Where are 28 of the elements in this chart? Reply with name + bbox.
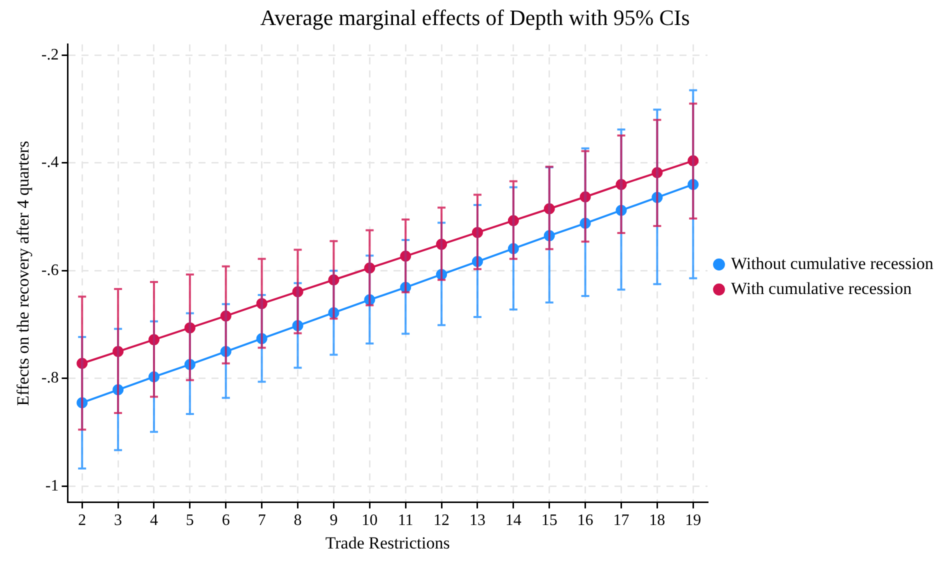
legend-label: Without cumulative recession <box>731 254 934 273</box>
x-tick-label: 5 <box>186 512 194 530</box>
x-tick-label: 2 <box>78 512 86 530</box>
y-tick-label: -.8 <box>41 370 59 387</box>
y-tick-label: -.6 <box>41 262 59 279</box>
x-tick-label: 15 <box>541 512 558 530</box>
x-tick-label: 18 <box>649 512 666 530</box>
legend-label: With cumulative recession <box>731 278 912 298</box>
x-tick-label: 6 <box>222 512 230 530</box>
x-tick-label: 11 <box>398 512 414 530</box>
x-tick-label: 4 <box>150 512 158 530</box>
x-tick-label: 10 <box>362 512 378 530</box>
x-tick-label: 14 <box>505 512 522 530</box>
y-tick-label: -1 <box>45 477 59 494</box>
x-tick-label: 13 <box>469 512 486 530</box>
y-axis-title: Effects on the recovery after 4 quarters <box>14 140 33 406</box>
x-tick-label: 8 <box>294 512 302 530</box>
x-tick-label: 12 <box>434 512 450 530</box>
x-tick-label: 17 <box>613 512 630 530</box>
x-axis-title: Trade Restrictions <box>325 533 450 552</box>
x-tick-label: 9 <box>330 512 338 530</box>
x-tick-label: 7 <box>258 512 266 530</box>
y-tick-label: -.2 <box>41 46 59 64</box>
x-tick-label: 3 <box>114 512 122 530</box>
y-tick-label: -.4 <box>41 154 59 172</box>
x-tick-label: 16 <box>577 512 594 530</box>
chart-title: Average marginal effects of Depth with 95% CIs <box>260 4 690 30</box>
x-tick-label: 19 <box>685 512 702 530</box>
